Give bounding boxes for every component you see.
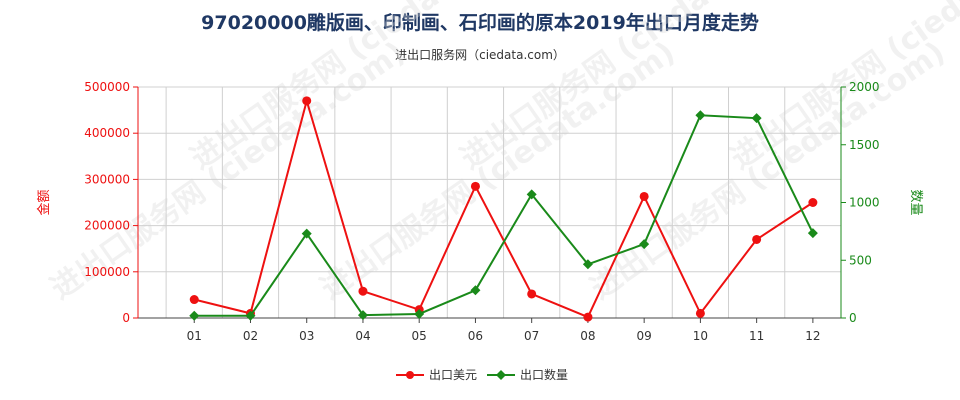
x-tick-label: 01 bbox=[187, 329, 202, 343]
x-tick-label: 10 bbox=[693, 329, 708, 343]
chart-subtitle: 进出口服务网（ciedata.com） bbox=[395, 48, 565, 62]
amount-point bbox=[302, 96, 312, 106]
amount-point bbox=[808, 198, 818, 207]
x-tick-label: 04 bbox=[355, 329, 370, 343]
watermark-layer: 进出口服务网 (ciedata.com)进出口服务网 (ciedata.com)… bbox=[45, 0, 960, 307]
series-line-amount bbox=[194, 97, 814, 319]
quantity-point bbox=[189, 310, 200, 321]
series-layer bbox=[189, 96, 818, 322]
y-left-tick-label: 400000 bbox=[84, 126, 130, 140]
y-left-tick-label: 0 bbox=[122, 311, 130, 325]
x-tick-label: 09 bbox=[637, 329, 652, 343]
quantity-point bbox=[582, 259, 593, 270]
x-tick-label: 02 bbox=[243, 329, 258, 343]
x-tick-label: 07 bbox=[524, 329, 539, 343]
y-right-tick-label: 500 bbox=[849, 253, 872, 267]
quantity-point bbox=[695, 110, 706, 121]
legend-label-quantity: 出口数量 bbox=[520, 367, 568, 382]
legend-label-amount: 出口美元 bbox=[429, 368, 477, 382]
amount-point bbox=[752, 234, 762, 244]
watermark-text: 进出口服务网 (ciedata.com) bbox=[725, 0, 960, 177]
legend-marker-amount bbox=[406, 371, 414, 379]
amount-point bbox=[695, 308, 705, 318]
y-right-tick-label: 1000 bbox=[849, 196, 880, 210]
quantity-point bbox=[807, 228, 818, 239]
x-tick-label: 03 bbox=[299, 329, 314, 343]
quantity-point bbox=[470, 285, 481, 296]
y-left-tick-label: 100000 bbox=[84, 265, 130, 279]
axes: 01 02 03 04 05 06 07 08 09 10 11 12 0 100000 200000 300… bbox=[36, 80, 923, 343]
chart-title: 97020000雕版画、印制画、石印画的原本2019年出口月度走势 bbox=[201, 12, 759, 34]
y-right-tick-label: 1500 bbox=[849, 138, 880, 152]
amount-point bbox=[470, 181, 480, 191]
amount-point bbox=[358, 286, 368, 296]
quantity-point bbox=[357, 310, 368, 321]
amount-point bbox=[583, 312, 593, 322]
quantity-point bbox=[526, 189, 537, 200]
y-left-axis-title: 金额 bbox=[36, 189, 52, 215]
y-left-tick-label: 500000 bbox=[84, 80, 130, 94]
legend-marker-quantity bbox=[496, 370, 506, 380]
x-tick-label: 06 bbox=[468, 329, 483, 343]
amount-point bbox=[189, 295, 199, 305]
x-tick-label: 12 bbox=[805, 329, 820, 343]
quantity-point bbox=[301, 228, 312, 239]
x-tick-label: 08 bbox=[580, 329, 595, 343]
y-right-axis-title: 数量 bbox=[908, 189, 923, 215]
series-line-quantity bbox=[194, 114, 814, 317]
y-right-tick-label: 2000 bbox=[849, 80, 880, 94]
quantity-point bbox=[751, 113, 762, 124]
y-left-tick-label: 200000 bbox=[84, 219, 130, 233]
quantity-point bbox=[414, 308, 425, 319]
x-tick-label: 05 bbox=[412, 329, 427, 343]
amount-point bbox=[639, 191, 649, 201]
x-tick-label: 11 bbox=[749, 329, 764, 343]
y-right-tick-label: 0 bbox=[849, 311, 857, 325]
quantity-point bbox=[245, 310, 256, 321]
amount-point bbox=[527, 289, 537, 299]
y-left-tick-label: 300000 bbox=[84, 172, 130, 186]
quantity-point bbox=[639, 239, 650, 250]
legend: 出口美元 出口数量 bbox=[396, 367, 568, 382]
